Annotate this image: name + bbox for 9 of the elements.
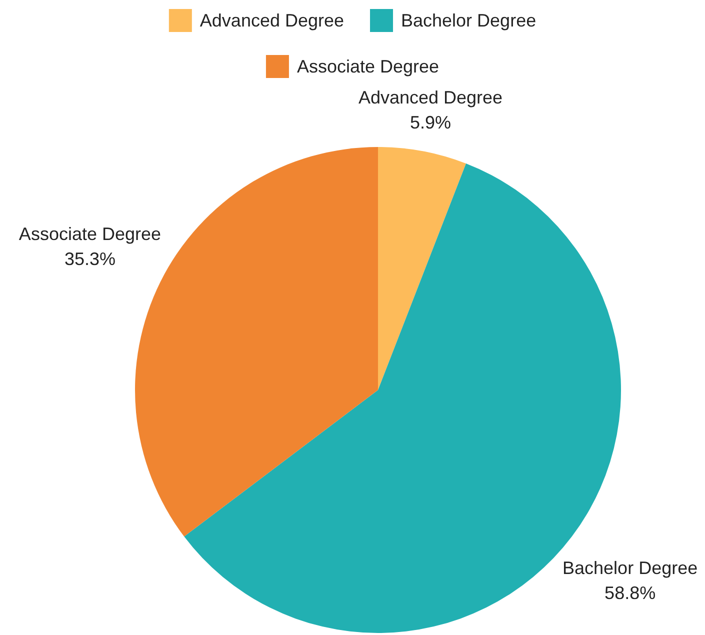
legend-label: Bachelor Degree xyxy=(401,10,536,30)
legend-label: Associate Degree xyxy=(296,56,440,76)
slice-label: Bachelor Degree xyxy=(562,558,698,578)
data-label: 58.8% xyxy=(604,583,656,603)
slice-label: Advanced Degree xyxy=(358,88,503,108)
legend-label: Advanced Degree xyxy=(200,10,344,30)
data-label: 35.3% xyxy=(64,249,116,270)
data-label: 5.9% xyxy=(410,112,452,133)
slice-label: Associate Degree xyxy=(18,224,162,244)
